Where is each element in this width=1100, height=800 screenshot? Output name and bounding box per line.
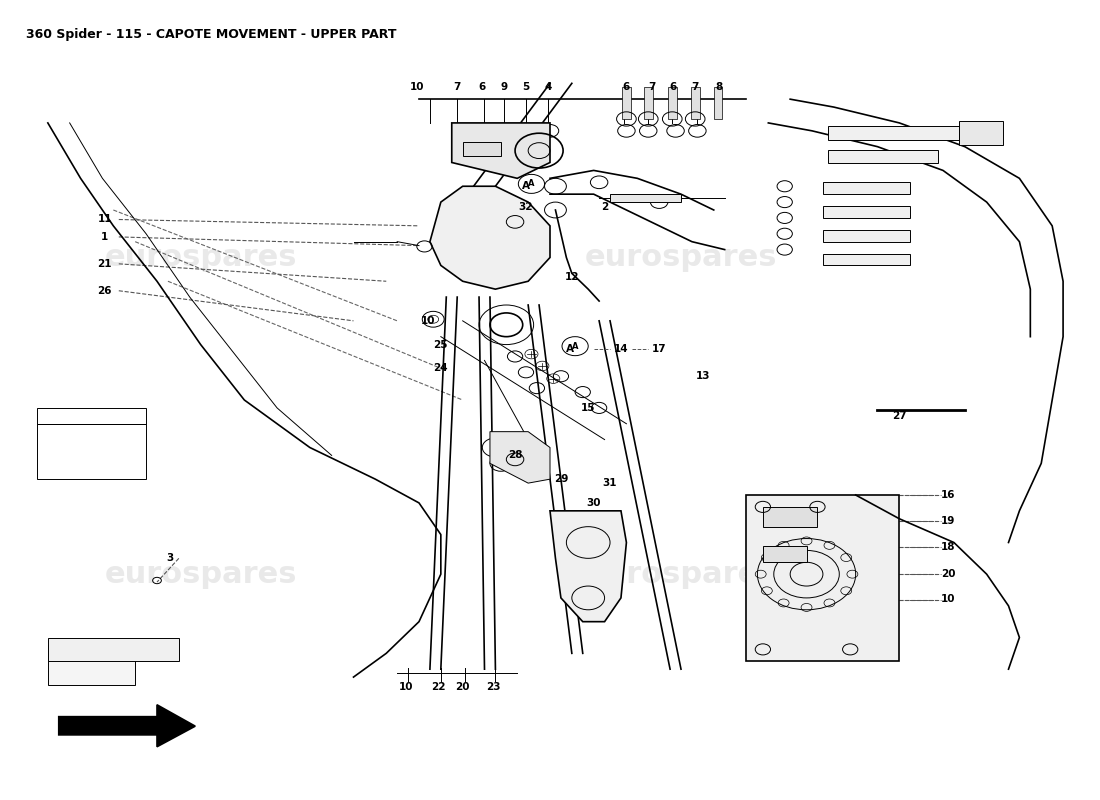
- Text: 20: 20: [455, 682, 470, 691]
- Text: 30: 30: [586, 498, 601, 508]
- Bar: [621, 87, 630, 119]
- Polygon shape: [452, 123, 550, 178]
- Text: 16: 16: [942, 490, 956, 500]
- Bar: [823, 230, 910, 242]
- Polygon shape: [747, 495, 900, 662]
- Text: 14: 14: [614, 343, 628, 354]
- Text: eurospares: eurospares: [585, 243, 778, 272]
- Text: 17: 17: [652, 343, 667, 354]
- Text: A: A: [565, 343, 573, 354]
- Text: A: A: [528, 179, 535, 188]
- Polygon shape: [58, 705, 195, 746]
- Text: A: A: [572, 342, 579, 350]
- Bar: [668, 87, 676, 119]
- Polygon shape: [430, 186, 550, 289]
- Text: 9: 9: [500, 82, 508, 92]
- Text: eurospares: eurospares: [104, 560, 297, 589]
- Text: 5: 5: [522, 82, 529, 92]
- Polygon shape: [490, 432, 550, 483]
- Bar: [610, 194, 681, 202]
- Polygon shape: [550, 511, 626, 622]
- Bar: [823, 254, 910, 266]
- Bar: [763, 507, 817, 526]
- Text: 26: 26: [97, 286, 112, 296]
- Text: 22: 22: [431, 682, 446, 691]
- Text: eurospares: eurospares: [585, 560, 778, 589]
- Text: 29: 29: [553, 474, 568, 484]
- Text: 3: 3: [166, 554, 174, 563]
- Text: 15: 15: [581, 403, 595, 413]
- Text: A: A: [522, 182, 530, 191]
- Text: 1: 1: [101, 232, 108, 242]
- Text: 6: 6: [478, 82, 486, 92]
- Text: 23: 23: [486, 682, 500, 691]
- Text: 6: 6: [670, 82, 676, 92]
- Bar: [828, 126, 959, 140]
- Text: 10: 10: [398, 682, 414, 691]
- Bar: [47, 646, 135, 685]
- Text: 28: 28: [508, 450, 522, 461]
- Text: 11: 11: [97, 214, 112, 225]
- Text: eurospares: eurospares: [104, 243, 297, 272]
- Text: 19: 19: [942, 516, 956, 526]
- Text: 8: 8: [716, 82, 723, 92]
- Text: 13: 13: [695, 371, 711, 382]
- Text: 12: 12: [564, 272, 579, 282]
- Bar: [37, 424, 146, 479]
- Bar: [823, 206, 910, 218]
- Text: 10: 10: [409, 82, 425, 92]
- Bar: [691, 87, 700, 119]
- Bar: [463, 142, 500, 156]
- Text: 21: 21: [97, 259, 112, 269]
- Bar: [828, 150, 937, 162]
- Bar: [714, 87, 723, 119]
- Text: 2: 2: [601, 202, 608, 212]
- Text: 10: 10: [942, 594, 956, 605]
- Text: 20: 20: [942, 569, 956, 579]
- Bar: [959, 122, 1003, 145]
- Text: 7: 7: [453, 82, 461, 92]
- Text: 31: 31: [603, 478, 617, 488]
- Text: 4: 4: [544, 82, 551, 92]
- Text: 7: 7: [648, 82, 656, 92]
- Bar: [763, 546, 806, 562]
- Bar: [47, 638, 179, 662]
- Text: 18: 18: [942, 542, 956, 552]
- Text: 25: 25: [433, 339, 448, 350]
- Text: 10: 10: [420, 316, 434, 326]
- Bar: [37, 408, 146, 424]
- Text: 6: 6: [623, 82, 630, 92]
- Text: 27: 27: [892, 411, 906, 421]
- Text: 24: 24: [433, 363, 448, 374]
- Bar: [823, 182, 910, 194]
- Bar: [644, 87, 652, 119]
- Text: 32: 32: [519, 202, 534, 212]
- Text: 7: 7: [692, 82, 698, 92]
- Text: 360 Spider - 115 - CAPOTE MOVEMENT - UPPER PART: 360 Spider - 115 - CAPOTE MOVEMENT - UPP…: [26, 28, 396, 41]
